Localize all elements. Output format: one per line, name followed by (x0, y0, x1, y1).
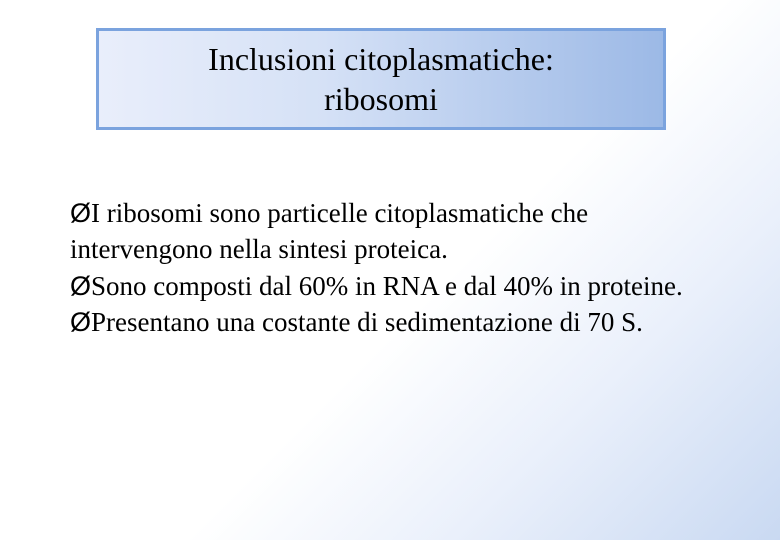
title-box: Inclusioni citoplasmatiche: ribosomi (96, 28, 666, 130)
bullet-text: I ribosomi sono particelle citoplasmatic… (70, 198, 588, 264)
title-line-2: ribosomi (324, 81, 438, 117)
bullet-text: Sono composti dal 60% in RNA e dal 40% i… (91, 271, 683, 301)
body-text-box: ØI ribosomi sono particelle citoplasmati… (70, 195, 710, 341)
slide-title: Inclusioni citoplasmatiche: ribosomi (208, 39, 554, 119)
bullet-item: ØSono composti dal 60% in RNA e dal 40% … (70, 268, 710, 304)
bullet-item: ØI ribosomi sono particelle citoplasmati… (70, 195, 710, 268)
bullet-item: ØPresentano una costante di sedimentazio… (70, 304, 710, 340)
title-line-1: Inclusioni citoplasmatiche: (208, 41, 554, 77)
bullet-glyph-icon: Ø (70, 268, 91, 304)
bullet-glyph-icon: Ø (70, 304, 91, 340)
slide-container: Inclusioni citoplasmatiche: ribosomi ØI … (0, 0, 780, 540)
bullet-text: Presentano una costante di sedimentazion… (91, 307, 643, 337)
bullet-glyph-icon: Ø (70, 195, 91, 231)
